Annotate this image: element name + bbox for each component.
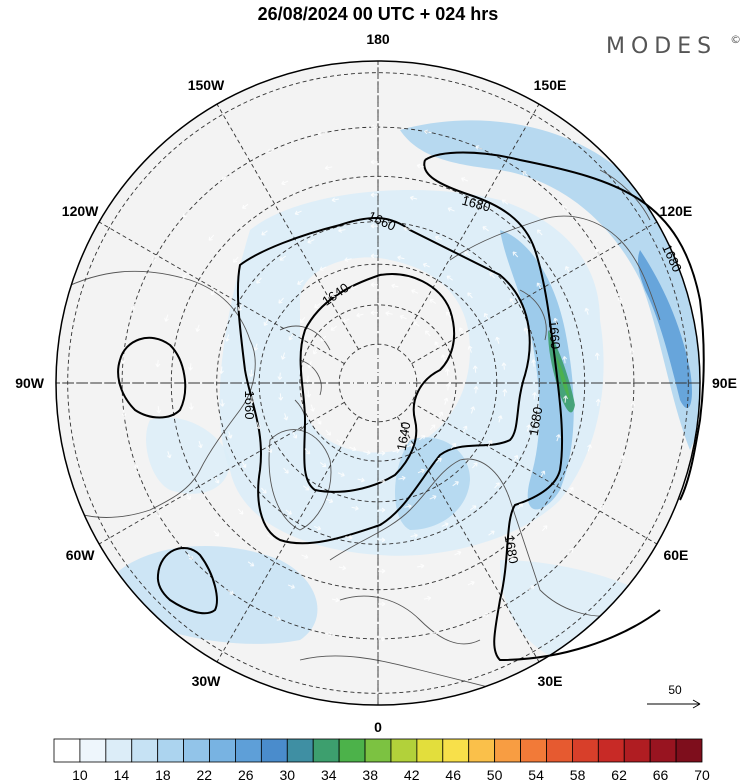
colorbar-tick-label: 22 xyxy=(197,767,213,782)
colorbar-tick-label: 34 xyxy=(321,767,337,782)
colorbar-tick-label: 54 xyxy=(528,767,544,782)
colorbar-tick-label: 30 xyxy=(280,767,296,782)
longitude-label: 30E xyxy=(538,673,563,689)
colorbar-tick-label: 14 xyxy=(114,767,130,782)
brand-name: MODES xyxy=(606,34,717,59)
colorbar-swatch xyxy=(339,739,365,762)
colorbar-tick-label: 42 xyxy=(404,767,420,782)
colorbar-swatch xyxy=(365,739,391,762)
colorbar-tick-label: 70 xyxy=(694,767,710,782)
colorbar-swatch xyxy=(132,739,158,762)
colorbar-swatch xyxy=(443,739,469,762)
colorbar-swatch xyxy=(210,739,236,762)
colorbar-tick-label: 38 xyxy=(362,767,378,782)
colorbar-swatch xyxy=(676,739,702,762)
longitude-label: 30W xyxy=(192,673,222,689)
colorbar-tick-label: 26 xyxy=(238,767,254,782)
colorbar-tick-label: 66 xyxy=(653,767,669,782)
colorbar-swatch xyxy=(417,739,443,762)
colorbar-swatch xyxy=(54,739,80,762)
colorbar-swatch xyxy=(469,739,495,762)
colorbar-swatch xyxy=(287,739,313,762)
longitude-label: 120W xyxy=(62,203,99,219)
map-disk: 1680 1680 1680 1680 1660 1660 1660 1640 … xyxy=(56,61,705,705)
contour-label-1660-c: 1660 xyxy=(242,391,257,420)
reference-vector: 50 xyxy=(647,683,700,708)
colorbar-tick-label: 62 xyxy=(611,767,627,782)
longitude-label: 60W xyxy=(66,547,96,563)
colorbar-swatch xyxy=(391,739,417,762)
brand-logo: MODES © xyxy=(606,33,741,59)
longitude-label: 150W xyxy=(188,77,225,93)
colorbar-swatch xyxy=(261,739,287,762)
colorbar-tick-label: 18 xyxy=(155,767,171,782)
longitude-label: 60E xyxy=(663,547,688,563)
colorbar-swatch xyxy=(313,739,339,762)
contour-label-1660-b: 1660 xyxy=(546,320,563,350)
colorbar-swatch xyxy=(184,739,210,762)
colorbar-swatch xyxy=(598,739,624,762)
colorbar-swatch xyxy=(624,739,650,762)
longitude-label: 90W xyxy=(15,375,45,391)
colorbar: 10 14 18 22 26 30 34 38 42 46 50 54 58 62 66 70 xyxy=(54,739,710,782)
longitude-label: 150E xyxy=(534,77,567,93)
polar-map-figure: 26/08/2024 00 UTC + 024 hrs MODES © xyxy=(0,0,750,782)
colorbar-swatch xyxy=(80,739,106,762)
colorbar-swatch xyxy=(106,739,132,762)
longitude-label: 120E xyxy=(660,203,693,219)
longitude-label: 90E xyxy=(712,375,737,391)
longitude-label: 180 xyxy=(366,31,390,47)
colorbar-swatch xyxy=(546,739,572,762)
colorbar-swatch xyxy=(650,739,676,762)
colorbar-swatch xyxy=(158,739,184,762)
colorbar-swatch xyxy=(572,739,598,762)
longitude-label: 0 xyxy=(374,719,382,735)
colorbar-swatch xyxy=(521,739,547,762)
colorbar-swatch xyxy=(235,739,261,762)
reference-vector-label: 50 xyxy=(668,683,682,697)
colorbar-tick-label: 58 xyxy=(570,767,586,782)
brand-mark: © xyxy=(730,33,741,46)
colorbar-tick-label: 10 xyxy=(72,767,88,782)
colorbar-swatch xyxy=(495,739,521,762)
colorbar-tick-label: 50 xyxy=(487,767,503,782)
colorbar-tick-label: 46 xyxy=(445,767,461,782)
map-title: 26/08/2024 00 UTC + 024 hrs xyxy=(258,4,499,24)
